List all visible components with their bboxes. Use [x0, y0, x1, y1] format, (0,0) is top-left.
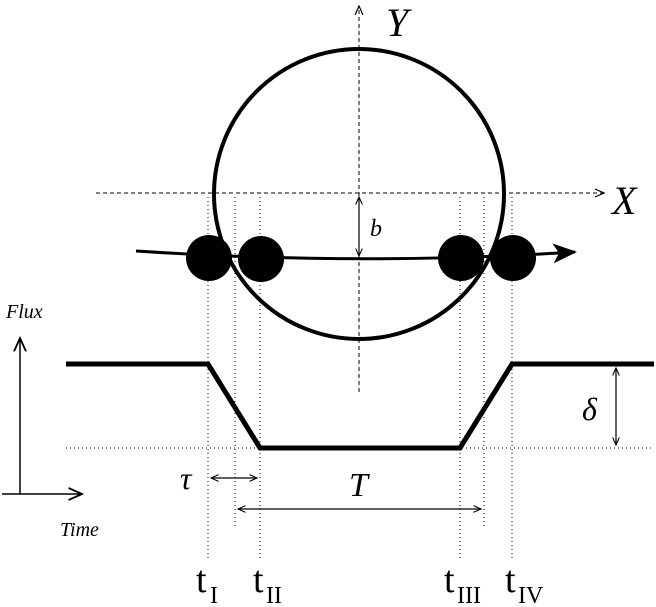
contact-label-4-sub: IV [518, 583, 544, 607]
contact-label-4: t IV [505, 559, 544, 607]
planet-contact-4 [490, 235, 536, 281]
contact-label-2-sub: II [266, 583, 282, 607]
star-disk [212, 47, 506, 341]
impact-parameter-label: b [370, 216, 382, 242]
contact-label-3-sub: III [457, 583, 481, 607]
contact-label-2: t II [253, 559, 282, 607]
ingress-duration-label: τ [180, 460, 193, 496]
light-curve [66, 361, 654, 451]
total-duration-label: T [349, 467, 370, 504]
depth-label: δ [582, 391, 598, 427]
contact-label-3-main: t [444, 559, 455, 601]
contact-label-1-sub: I [210, 583, 218, 607]
time-axis-label: Time [60, 519, 99, 541]
y-axis-label: Y [386, 0, 412, 45]
contact-label-4-main: t [505, 559, 516, 601]
contact-label-2-main: t [253, 559, 264, 601]
contact-label-1-main: t [196, 559, 207, 601]
x-axis-label: X [610, 178, 638, 223]
planet-contact-3 [438, 235, 484, 281]
planet-contact-2 [238, 236, 284, 282]
contact-label-1: t I [196, 559, 218, 607]
flux-axis-label: Flux [5, 301, 43, 323]
planet-contact-1 [186, 235, 232, 281]
contact-label-3: t III [444, 559, 481, 607]
contact-guides [207, 197, 513, 558]
